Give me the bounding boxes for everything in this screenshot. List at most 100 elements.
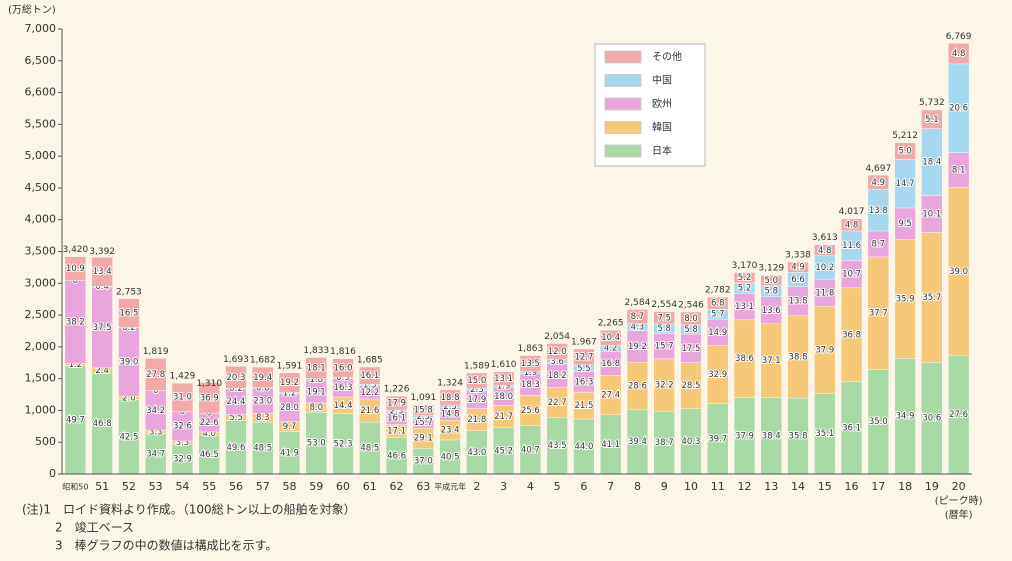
- segment-label: 12.0: [548, 347, 567, 357]
- segment-label: 49.6: [227, 443, 246, 453]
- segment-label: 27.8: [146, 370, 165, 380]
- segment-label: 19.2: [280, 378, 299, 388]
- segment-label: 17.9: [387, 399, 406, 409]
- x-tick-label: 61: [363, 480, 377, 493]
- total-label: 1,682: [250, 356, 276, 366]
- bar-segment: [64, 256, 87, 281]
- segment-label: 23.0: [253, 396, 272, 406]
- segment-label: 5.8: [684, 325, 698, 335]
- total-label: 1,591: [277, 361, 303, 371]
- x-tick-label: 6: [580, 480, 587, 493]
- segment-label: 17.1: [387, 427, 406, 437]
- segment-label: 14.8: [441, 409, 460, 419]
- segment-label: 30.6: [922, 414, 941, 424]
- y-tick-label: 0: [49, 467, 56, 480]
- segment-label: 53.0: [307, 439, 326, 449]
- total-label: 2,265: [598, 319, 624, 329]
- segment-label: 13.1: [494, 374, 513, 384]
- x-tick-label: 16: [845, 480, 859, 493]
- segment-label: 42.5: [119, 432, 138, 442]
- total-label: 1,863: [517, 344, 543, 354]
- total-label: 1,819: [143, 347, 169, 357]
- segment-label: 29.1: [414, 434, 433, 444]
- bar-segment: [546, 343, 568, 360]
- segment-label: 36.1: [842, 423, 861, 433]
- bar-segment: [278, 372, 301, 393]
- segment-label: 35.8: [789, 432, 808, 442]
- segment-label: 40.7: [521, 445, 540, 455]
- x-tick-label: 8: [634, 480, 641, 493]
- bar-segment: [439, 389, 461, 406]
- bar-segment: [814, 244, 836, 257]
- segment-label: 17.9: [467, 395, 486, 405]
- x-tick-label: 17: [871, 480, 885, 493]
- note: 3 棒グラフの中の数値は構成比を示す。: [55, 538, 277, 553]
- segment-label: 0: [180, 407, 185, 417]
- x-tick-label: 15: [818, 480, 832, 493]
- segment-label: 39.7: [708, 434, 727, 444]
- segment-label: 12.7: [574, 352, 593, 362]
- segment-label: 36.9: [200, 393, 219, 403]
- segment-label: 18.1: [307, 364, 326, 374]
- segment-label: 19.4: [253, 373, 272, 383]
- total-label: 1,226: [384, 385, 410, 395]
- x-tick-label: 59: [309, 480, 323, 493]
- segment-label: 34.7: [146, 449, 165, 459]
- total-label: 5,212: [892, 131, 918, 141]
- segment-label: 18.2: [548, 371, 567, 381]
- y-tick-label: 3,500: [25, 245, 57, 258]
- segment-label: 38.6: [735, 354, 754, 364]
- segment-label: 36.8: [842, 330, 861, 340]
- legend-label: その他: [652, 50, 682, 63]
- segment-label: 20.6: [949, 104, 968, 114]
- bar-segment: [840, 218, 863, 232]
- segment-label: 5.7: [711, 310, 725, 320]
- total-label: 3,129: [758, 264, 784, 274]
- y-tick-label: 5,500: [25, 117, 57, 130]
- segment-label: 49.7: [66, 415, 85, 425]
- segment-label: 35.7: [922, 293, 941, 303]
- x-tick-label: 13: [764, 480, 778, 493]
- segment-label: 13.6: [762, 306, 781, 316]
- bar-segment: [492, 371, 515, 386]
- y-tick-label: 4,000: [25, 213, 57, 226]
- bar-segment: [867, 174, 889, 190]
- x-tick-label: 18: [898, 480, 912, 493]
- x-tick-label: 5: [554, 480, 561, 493]
- bar-segment: [894, 142, 916, 160]
- segment-label: 8.0: [309, 403, 323, 413]
- segment-label: 37.9: [735, 431, 754, 441]
- total-label: 2,554: [651, 300, 677, 310]
- segment-label: 28.0: [280, 403, 299, 413]
- segment-label: 20.3: [227, 373, 246, 383]
- segment-label: 9.7: [283, 422, 297, 432]
- segment-label: 16.0: [334, 363, 353, 373]
- total-label: 6,769: [946, 32, 972, 42]
- legend-swatch: [604, 121, 642, 134]
- x-tick-label: 昭和50: [62, 483, 88, 492]
- x-tick-label: 56: [229, 480, 243, 493]
- segment-label: 21.5: [574, 401, 593, 411]
- segment-label: 35.9: [896, 294, 915, 304]
- segment-label: 12.2: [360, 388, 379, 398]
- legend-label: 韓国: [652, 122, 672, 134]
- segment-label: 39.0: [949, 267, 968, 277]
- segment-label: 5.0: [764, 276, 778, 286]
- x-tick-label: 9: [661, 480, 668, 493]
- bar-segment: [787, 261, 809, 273]
- x-tick-label: 60: [336, 480, 350, 493]
- x-tick-label: 10: [684, 480, 698, 493]
- segment-label: 21.6: [360, 406, 379, 416]
- segment-label: 25.6: [521, 406, 540, 416]
- legend-label: 日本: [652, 144, 672, 157]
- total-label: 2,782: [705, 286, 731, 296]
- x-tick-note: (暦年): [945, 508, 973, 521]
- y-tick-label: 500: [35, 435, 56, 448]
- bar-segment: [519, 355, 542, 372]
- segment-label: 4.3: [631, 323, 645, 333]
- segment-label: 11.8: [815, 288, 834, 298]
- segment-label: 16.1: [360, 371, 379, 381]
- x-tick-label: 53: [149, 480, 163, 493]
- x-tick-label: 62: [390, 480, 404, 493]
